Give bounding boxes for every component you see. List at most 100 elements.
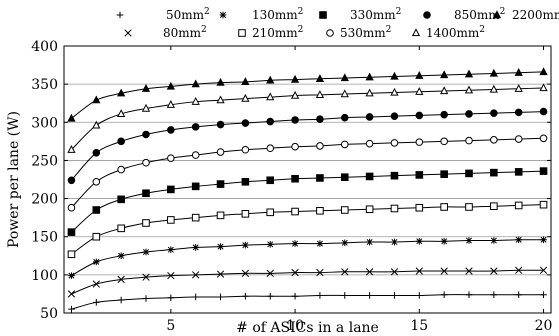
data-point-530mm2 [266, 144, 275, 153]
data-point-2200mm2 [365, 72, 374, 81]
data-point-1400mm2 [290, 90, 300, 99]
data-point-50mm2 [192, 293, 199, 301]
data-point-50mm2 [416, 292, 423, 299]
legend-label: 850mm2 [454, 7, 505, 22]
data-point-130mm2 [465, 237, 473, 244]
legend-entry-80mm2: 80mm2 [124, 25, 207, 40]
data-point-2200mm2 [166, 81, 175, 90]
data-point-80mm2 [67, 290, 76, 298]
data-point-80mm2 [117, 275, 125, 284]
legend-label-superscript: 2 [298, 25, 304, 35]
data-point-130mm2 [142, 248, 150, 256]
data-point-850mm2 [216, 120, 225, 129]
data-point-210mm2 [291, 207, 299, 216]
data-point-130mm2 [217, 243, 224, 250]
data-point-1400mm2 [117, 109, 126, 118]
data-point-850mm2 [440, 110, 448, 119]
data-point-80mm2 [341, 268, 349, 276]
data-point-80mm2 [365, 268, 374, 276]
data-point-80mm2 [515, 266, 523, 274]
legend-label-superscript: 2 [298, 7, 304, 17]
data-point-210mm2 [415, 203, 424, 212]
legend-label: 80mm2 [163, 25, 207, 40]
data-point-80mm2 [415, 267, 423, 275]
data-point-850mm2 [390, 112, 399, 120]
data-point-530mm2 [291, 142, 299, 151]
data-point-1400mm2 [241, 93, 250, 102]
data-point-850mm2 [415, 111, 424, 120]
data-point-2200mm2 [266, 75, 275, 84]
legend-label-superscript: 2 [204, 7, 210, 17]
data-point-80mm2 [465, 267, 473, 275]
data-point-1400mm2 [141, 103, 151, 112]
legend-label-superscript: 2 [500, 7, 506, 17]
data-point-2200mm2 [514, 67, 523, 76]
data-point-2200mm2 [489, 68, 498, 77]
data-point-1400mm2 [514, 84, 523, 92]
data-point-2200mm2 [67, 113, 76, 122]
legend-label: 210mm2 [252, 25, 303, 40]
legend-label-text: 1400mm [426, 26, 480, 40]
legend-marker-530mm2 [326, 29, 334, 37]
data-point-130mm2 [490, 237, 498, 244]
data-point-130mm2 [316, 240, 324, 247]
data-point-2200mm2 [464, 69, 474, 78]
legend-marker-330mm2 [319, 11, 327, 19]
data-point-2200mm2 [539, 67, 548, 76]
data-point-2200mm2 [440, 70, 449, 79]
data-point-130mm2 [266, 241, 274, 248]
legend-label: 330mm2 [350, 7, 401, 22]
legend-label-text: 80mm [163, 26, 202, 40]
data-point-850mm2 [241, 119, 250, 127]
data-point-330mm2 [316, 174, 324, 182]
data-point-1400mm2 [92, 120, 101, 129]
data-point-130mm2 [540, 236, 547, 244]
legend-marker-850mm2 [423, 11, 431, 19]
data-point-850mm2 [67, 176, 76, 185]
y-tick-label: 400 [31, 39, 58, 55]
data-point-850mm2 [514, 108, 523, 117]
legend-entry-50mm2: 50mm2 [116, 7, 210, 22]
legend-label-superscript: 2 [201, 25, 207, 35]
data-point-1400mm2 [191, 96, 200, 105]
data-point-330mm2 [142, 189, 150, 198]
data-point-210mm2 [191, 213, 200, 222]
data-point-80mm2 [241, 269, 250, 277]
data-point-530mm2 [142, 158, 150, 167]
data-point-130mm2 [167, 246, 175, 253]
data-point-330mm2 [415, 171, 424, 179]
legend-label-text: 530mm [340, 26, 386, 40]
data-point-330mm2 [216, 180, 225, 188]
gridlines [64, 83, 551, 276]
legend-entry-850mm2: 850mm2 [423, 7, 505, 22]
data-point-50mm2 [465, 291, 473, 298]
data-point-130mm2 [341, 239, 349, 247]
data-point-530mm2 [167, 154, 175, 162]
data-point-210mm2 [117, 224, 125, 233]
data-point-330mm2 [92, 206, 101, 214]
data-point-530mm2 [191, 151, 200, 159]
legend-entry-2200mm2: 2200mm 2 [492, 8, 559, 22]
y-axis-ticks: 50 100 150 200 250 300 350 400 [31, 39, 551, 322]
data-point-210mm2 [365, 205, 374, 214]
data-point-850mm2 [539, 107, 548, 116]
data-point-130mm2 [391, 238, 398, 246]
legend-label: 130mm2 [252, 7, 303, 22]
y-tick-label: 100 [31, 268, 58, 284]
data-point-80mm2 [490, 267, 498, 275]
data-point-330mm2 [390, 171, 399, 180]
data-point-2200mm2 [117, 88, 126, 97]
data-point-850mm2 [316, 115, 324, 124]
data-point-50mm2 [117, 296, 125, 304]
data-point-130mm2 [117, 252, 125, 260]
data-point-210mm2 [316, 206, 324, 215]
legend-marker-80mm2 [124, 29, 132, 37]
data-point-2200mm2 [141, 84, 151, 92]
data-point-530mm2 [92, 177, 101, 186]
data-point-130mm2 [515, 236, 522, 244]
data-point-80mm2 [266, 269, 274, 277]
data-point-130mm2 [291, 240, 299, 247]
data-point-1400mm2 [365, 88, 374, 97]
legend-entry-130mm2: 130mm2 [219, 7, 303, 22]
